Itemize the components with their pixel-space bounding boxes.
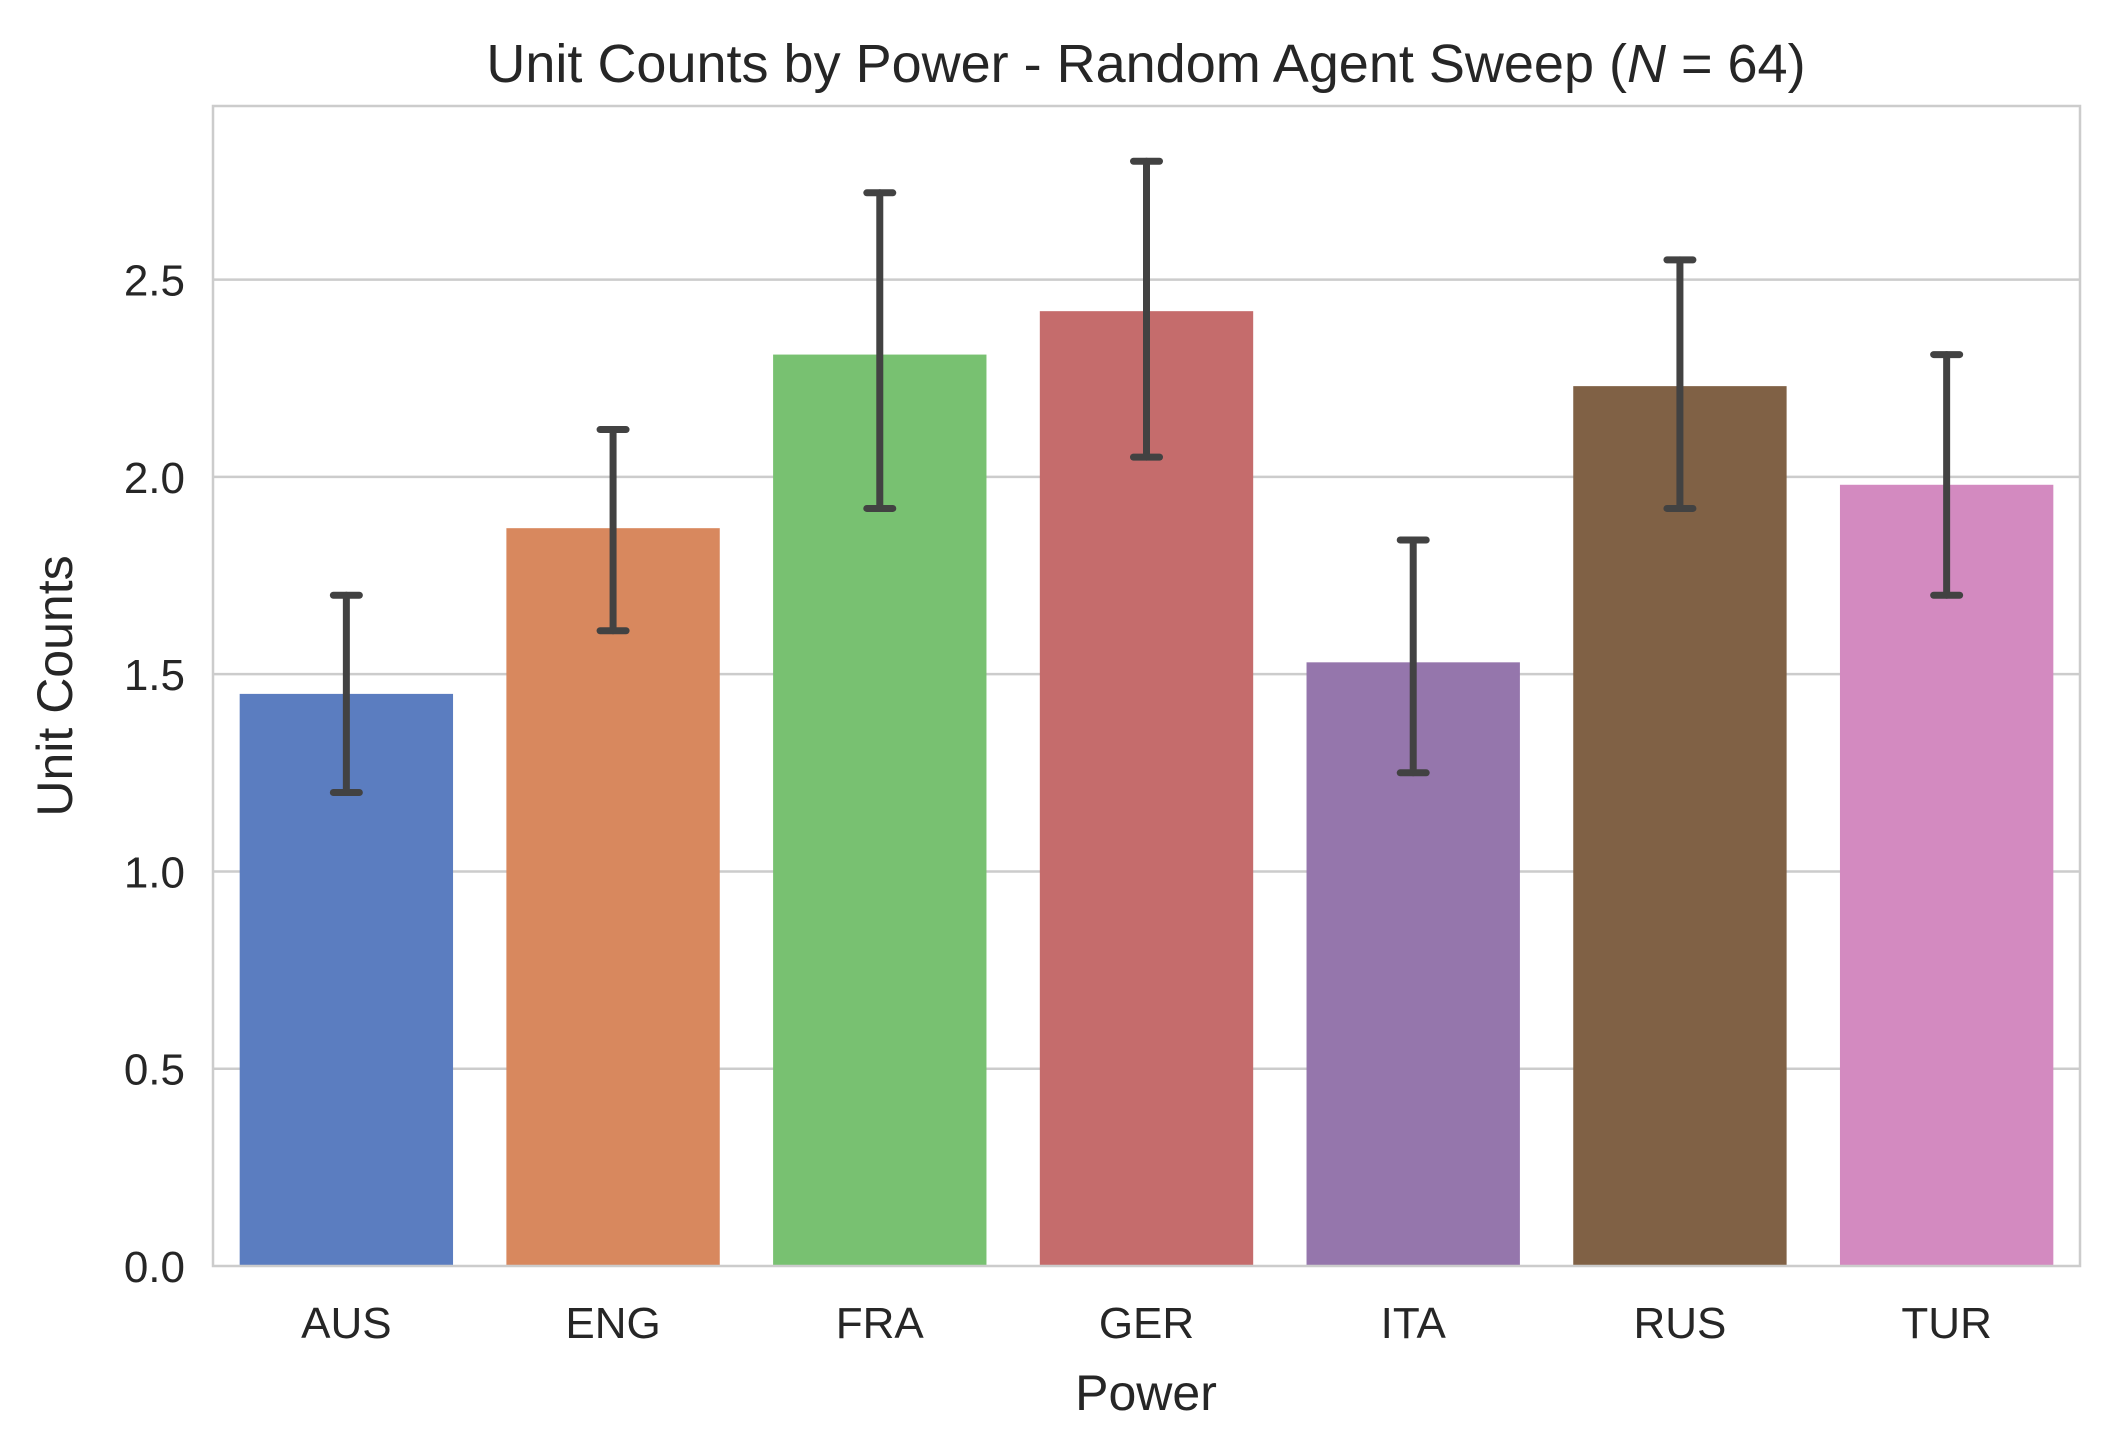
error-bar-eng [596, 426, 630, 635]
error-bars [329, 157, 1964, 797]
bars [239, 311, 2054, 1267]
chart-title-variable: N [1627, 34, 1667, 94]
bar-rus [1573, 386, 1787, 1266]
y-tick-label: 0.0 [124, 1243, 185, 1292]
error-bar-aus [329, 591, 363, 797]
x-tick-label: AUS [301, 1299, 391, 1348]
bar-tur [1839, 484, 2054, 1266]
chart-title-prefix: Unit Counts by Power - Random Agent Swee… [486, 34, 1627, 94]
y-axis-label: Unit Counts [27, 555, 83, 816]
x-tick-label: RUS [1633, 1299, 1726, 1348]
x-tick-label: ENG [565, 1299, 660, 1348]
y-tick-label: 1.0 [124, 848, 185, 897]
y-tick-label: 0.5 [124, 1046, 185, 1095]
error-bar-rus [1663, 256, 1697, 512]
bar-ger [1039, 311, 1254, 1267]
y-tick-label: 2.5 [124, 257, 185, 306]
bar-eng [506, 528, 720, 1266]
y-tick-label: 2.0 [124, 454, 185, 503]
y-tick-label: 1.5 [124, 651, 185, 700]
x-tick-label: FRA [836, 1299, 925, 1348]
x-tick-label: TUR [1901, 1299, 1991, 1348]
y-tick-labels: 0.0 0.5 1.0 1.5 2.0 2.5 [124, 257, 185, 1292]
x-tick-label: ITA [1381, 1299, 1447, 1348]
chart-title-value: = 64) [1666, 34, 1806, 94]
error-bar-ita [1396, 536, 1430, 777]
error-bar-fra [863, 189, 897, 512]
x-tick-labels: AUS ENG FRA GER ITA RUS TUR [301, 1299, 1992, 1348]
error-bar-tur [1930, 351, 1964, 599]
x-tick-label: GER [1099, 1299, 1194, 1348]
plot-frame [211, 104, 2082, 1268]
error-bar-ger [1130, 157, 1163, 461]
chart-title: Unit Counts by Power - Random Agent Swee… [486, 34, 1805, 94]
x-axis-label: Power [1075, 1365, 1217, 1421]
